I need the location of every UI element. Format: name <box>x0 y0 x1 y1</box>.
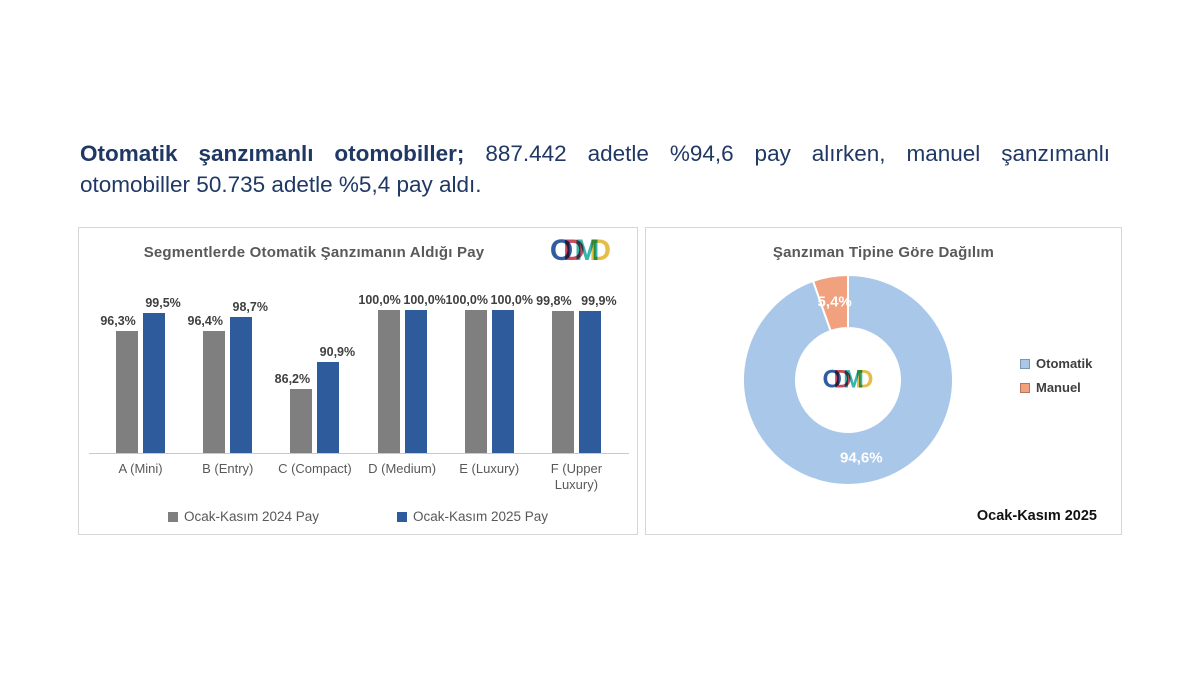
legend-item-otomatik: Otomatik <box>1020 356 1092 371</box>
bar-value-label: 99,9% <box>581 294 617 308</box>
odmd-letter: O <box>549 234 573 267</box>
bar-2024 <box>116 331 139 453</box>
legend-item-2024: Ocak-Kasım 2024 Pay <box>167 509 319 524</box>
legend-item-2025: Ocak-Kasım 2025 Pay <box>397 509 548 524</box>
donut-chart-panel: Şanzıman Tipine Göre Dağılım ODMD Otomat… <box>645 227 1122 535</box>
summary-line1-rest: 887.442 adetle %94,6 pay alırken, manuel… <box>464 141 1110 166</box>
summary-text: Otomatik şanzımanlı otomobiller; 887.442… <box>80 138 1110 200</box>
odmd-letter: D <box>589 234 611 267</box>
period-label: Ocak-Kasım 2025 <box>976 508 1097 524</box>
bar-2025 <box>230 317 253 453</box>
bar-value-label: 100,0% <box>445 293 488 307</box>
bar-value-label: 98,7% <box>232 300 268 314</box>
donut-chart-title: Şanzıman Tipine Göre Dağılım <box>772 244 995 261</box>
bar-chart-title: Segmentlerde Otomatik Şanzımanın Aldığı … <box>143 244 485 261</box>
bar-value-label: 96,3% <box>100 314 136 328</box>
x-axis-label: F (Upper Luxury) <box>550 461 603 492</box>
donut-label-manuel: 5,4% <box>817 293 852 311</box>
bar-2025 <box>317 362 340 453</box>
bar-plot: 96,3% 99,5% 96,4% 98,7% 86,2% 90,9% 100,0% 100,… <box>97 293 620 453</box>
summary-bold: Otomatik şanzımanlı otomobiller; <box>80 141 465 166</box>
bar-2025 <box>143 313 166 453</box>
x-axis-label: C (Compact) <box>278 461 352 476</box>
bar-2024 <box>377 310 400 453</box>
odmd-letter: D <box>833 365 852 394</box>
legend-label-2024: Ocak-Kasım 2024 Pay <box>183 509 319 524</box>
odmd-letter: M <box>574 234 600 267</box>
bar-value-label: 86,2% <box>274 372 311 386</box>
odmd-logo-center: ODMD <box>822 365 874 394</box>
bar-2024 <box>464 310 487 453</box>
bar-2025 <box>404 310 427 453</box>
odmd-letter: M <box>843 365 864 394</box>
x-axis-label: B (Entry) <box>202 461 254 476</box>
legend-swatch-2024 <box>167 511 178 522</box>
bar-chart-legend: Ocak-Kasım 2024 Pay Ocak-Kasım 2025 Pay <box>79 509 637 524</box>
donut-slice-otomatik <box>742 273 954 486</box>
summary-line2: otomobiller 50.735 adetle %5,4 pay aldı. <box>80 172 482 197</box>
bar-value-label: 96,4% <box>187 314 223 328</box>
odmd-letter: D <box>563 234 585 267</box>
x-axis-label: D (Medium) <box>368 461 437 476</box>
bar-value-label: 99,8% <box>536 294 572 308</box>
legend-label-2025: Ocak-Kasım 2025 Pay <box>413 509 549 524</box>
bar-2025 <box>578 311 601 453</box>
donut-slice-manuel <box>811 273 849 333</box>
bar-2025 <box>491 310 514 453</box>
bar-value-label: 100,0% <box>403 293 446 307</box>
legend-item-manuel: Manuel <box>1020 380 1092 395</box>
odmd-letter: O <box>822 365 842 394</box>
donut-chart <box>742 273 954 486</box>
legend-swatch-2025 <box>397 511 407 522</box>
bar-2024 <box>290 389 313 453</box>
odmd-letter: D <box>855 365 874 394</box>
legend-swatch-otomatik <box>1020 358 1030 369</box>
donut-label-otomatik: 94,6% <box>840 449 883 467</box>
x-axis-label: A (Mini) <box>118 461 163 476</box>
x-axis-label: E (Luxury) <box>459 461 520 476</box>
legend-swatch-manuel <box>1020 382 1030 393</box>
x-axis-line <box>89 453 629 454</box>
bar-2024 <box>203 331 226 453</box>
bar-value-label: 100,0% <box>358 293 401 307</box>
bar-value-label: 90,9% <box>319 345 356 359</box>
bar-value-label: 99,5% <box>145 296 181 310</box>
legend-label-manuel: Manuel <box>1036 380 1081 395</box>
bar-value-label: 100,0% <box>490 293 533 307</box>
donut-legend: Otomatik Manuel <box>1020 356 1092 395</box>
legend-label-otomatik: Otomatik <box>1036 356 1093 371</box>
summary-line1: Otomatik şanzımanlı otomobiller; 887.442… <box>80 138 1110 169</box>
odmd-logo: ODMD <box>550 236 611 266</box>
bar-chart-panel: Segmentlerde Otomatik Şanzımanın Aldığı … <box>78 227 638 535</box>
bar-2024 <box>551 311 574 453</box>
